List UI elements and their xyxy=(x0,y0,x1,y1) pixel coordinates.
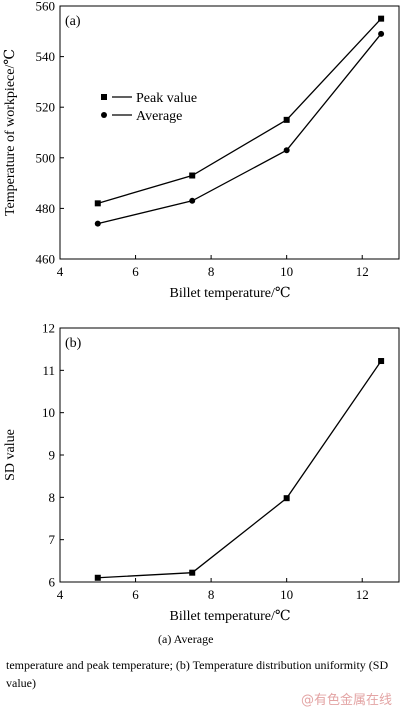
legend-marker xyxy=(101,112,107,118)
caption-line-a: (a) Average xyxy=(158,632,214,646)
x-tick-label: 10 xyxy=(280,264,293,279)
y-tick-label: 540 xyxy=(36,49,56,64)
legend-label: Peak value xyxy=(136,91,197,106)
legend-label: Average xyxy=(136,109,182,124)
data-point xyxy=(378,15,385,22)
y-tick-label: 11 xyxy=(42,363,55,378)
y-tick-label: 560 xyxy=(36,0,56,14)
y-tick-label: 460 xyxy=(36,252,56,267)
x-tick-label: 4 xyxy=(57,587,64,602)
y-tick-label: 9 xyxy=(49,448,56,463)
watermark: @有色金属在线 xyxy=(300,693,392,708)
y-tick-label: 12 xyxy=(42,321,55,336)
legend: Peak value Average xyxy=(101,91,197,124)
data-point xyxy=(189,569,196,576)
data-point xyxy=(189,172,196,179)
y-tick-label: 7 xyxy=(49,532,56,547)
y-tick-label: 500 xyxy=(36,150,56,165)
series-line-sd xyxy=(97,360,382,579)
series-line-average xyxy=(97,33,382,225)
y-tick-label: 8 xyxy=(49,490,56,505)
data-point xyxy=(378,30,385,37)
x-tick-label: 6 xyxy=(132,587,139,602)
chart-panel-a: 4 6 8 10 12 460 480 500 520 540 560 Billet temperat… xyxy=(3,0,400,301)
series-line-peak-value xyxy=(97,18,382,204)
x-axis-label: Billet temperature/℃ xyxy=(169,286,290,301)
y-tick-label: 10 xyxy=(42,405,55,420)
x-tick-label: 6 xyxy=(132,264,139,279)
data-point xyxy=(283,147,290,154)
panel-label: (a) xyxy=(65,14,81,29)
x-tick-label: 12 xyxy=(356,587,369,602)
data-point xyxy=(283,116,290,123)
data-point xyxy=(283,495,290,502)
x-axis-label: Billet temperature/℃ xyxy=(169,609,290,624)
y-tick-label: 520 xyxy=(36,100,56,115)
y-tick-label: 480 xyxy=(36,201,56,216)
data-point xyxy=(94,574,101,581)
data-point xyxy=(378,358,385,365)
y-tick-label: 6 xyxy=(49,575,56,590)
plot-frame xyxy=(59,5,400,260)
caption-text: temperature and peak temperature; (b) Te… xyxy=(6,658,389,690)
x-tick-label: 10 xyxy=(280,587,293,602)
legend-marker xyxy=(101,94,107,100)
x-tick-label: 12 xyxy=(356,264,369,279)
x-tick-label: 8 xyxy=(208,587,215,602)
data-point xyxy=(94,200,101,207)
y-axis-label: Temperature of workpiece/℃ xyxy=(3,49,18,216)
y-axis-label: SD value xyxy=(3,429,18,481)
x-tick-label: 8 xyxy=(208,264,215,279)
data-point xyxy=(94,220,101,227)
data-point xyxy=(189,197,196,204)
x-tick-label: 4 xyxy=(57,264,64,279)
panel-label: (b) xyxy=(65,336,82,351)
